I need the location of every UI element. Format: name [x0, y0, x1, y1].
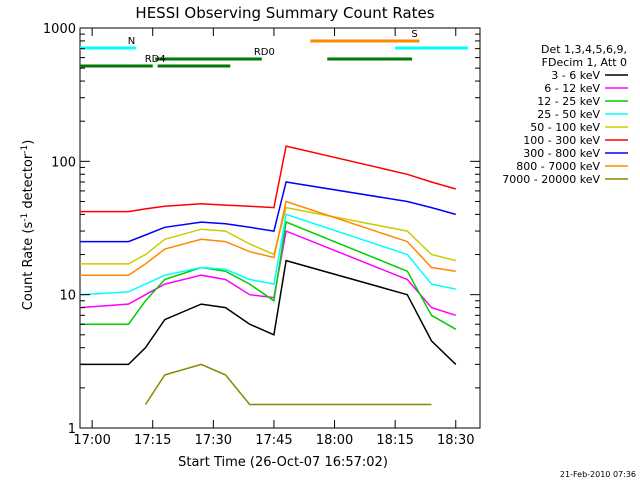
series-line-5	[80, 145, 457, 213]
legend: Det 1,3,4,5,6,9, FDecim 1, Att 0 3 - 6 k…	[502, 43, 628, 186]
x-tick-label-6: 18:30	[437, 433, 474, 448]
timestamp: 21-Feb-2010 07:36	[560, 470, 636, 479]
x-axis-label: Start Time (26-Oct-07 16:57:02)	[178, 455, 388, 470]
y-tick-label-1: 10	[59, 289, 76, 304]
legend-label-4: 50 - 100 keV	[530, 121, 600, 134]
legend-label-6: 300 - 800 keV	[523, 147, 600, 160]
x-tick-label-1: 17:15	[134, 433, 171, 448]
x-tick-label-2: 17:30	[195, 433, 232, 448]
legend-label-8: 7000 - 20000 keV	[502, 173, 600, 186]
y-axis-label: Count Rate (s-1 detector-1)	[20, 140, 36, 311]
flag-label-rd4: RD4	[145, 54, 166, 65]
legend-label-0: 3 - 6 keV	[551, 69, 600, 82]
y-tick-label-2: 100	[51, 155, 76, 170]
y-tick-label-3: 1000	[43, 22, 76, 37]
x-tick-label-0: 17:00	[73, 433, 110, 448]
series-line-8	[144, 363, 432, 406]
flag-label-rd0: RD0	[254, 47, 275, 58]
plot-frame	[79, 27, 481, 429]
x-tick-label-4: 18:00	[316, 433, 353, 448]
legend-label-3: 25 - 50 keV	[537, 108, 600, 121]
series-line-7	[80, 200, 456, 276]
series-line-3	[79, 213, 456, 296]
series-line-6	[80, 181, 457, 243]
legend-label-7: 800 - 7000 keV	[516, 160, 600, 173]
series-line-4	[80, 206, 456, 265]
x-tick-label-3: 17:45	[255, 433, 292, 448]
x-tick-label-5: 18:15	[376, 433, 413, 448]
series-line-0	[80, 259, 457, 366]
y-axis-label-main: Count Rate (s	[21, 222, 36, 311]
legend-label-5: 100 - 300 keV	[523, 134, 600, 147]
legend-label-1: 6 - 12 keV	[544, 82, 600, 95]
flag-label-n: N	[128, 36, 135, 47]
series-line-2	[80, 221, 457, 330]
legend-header-1: Det 1,3,4,5,6,9,	[541, 43, 627, 56]
chart-title: HESSI Observing Summary Count Rates	[135, 4, 434, 22]
axis-ticks: 17:00 17:15 17:30 17:45 18:00 18:15 18:30 1 10 10…	[43, 22, 480, 448]
series-line-1	[79, 230, 457, 317]
legend-header-2: FDecim 1, Att 0	[542, 56, 627, 69]
y-tick-label-0: 1	[68, 422, 76, 437]
flag-label-s: S	[411, 29, 417, 40]
legend-label-2: 12 - 25 keV	[537, 95, 600, 108]
plot-area: N RD0 RD4 S	[79, 27, 481, 429]
y-axis-label-end: )	[21, 140, 36, 145]
y-axis-label-mid: detector	[21, 153, 36, 213]
y-axis-label-sup2: -1	[20, 145, 30, 154]
y-axis-label-sup1: -1	[20, 213, 30, 222]
